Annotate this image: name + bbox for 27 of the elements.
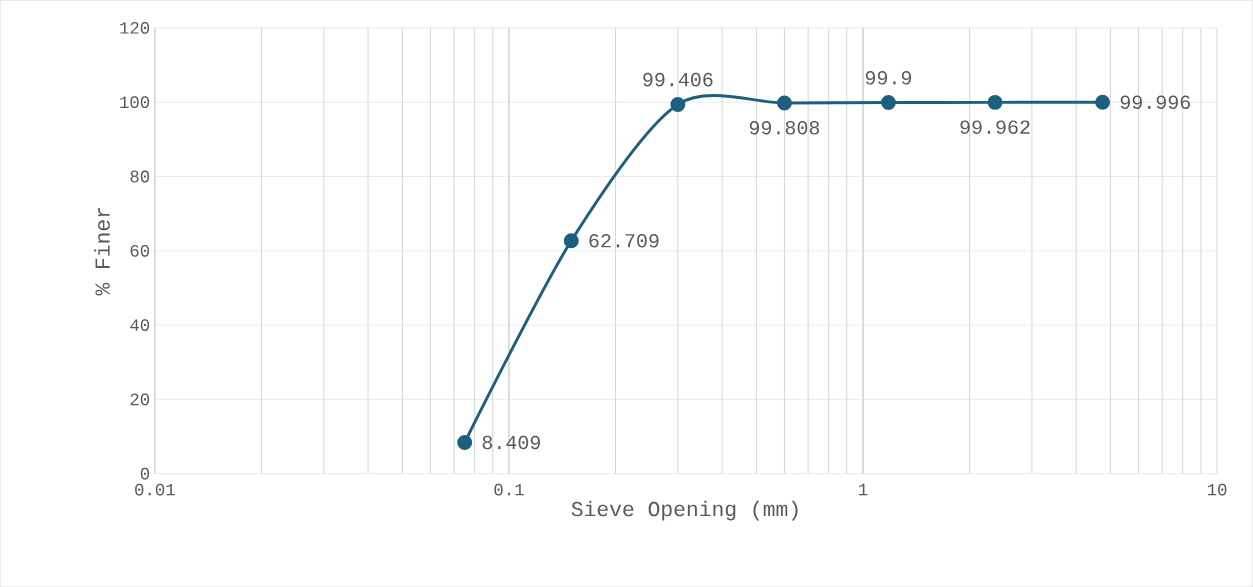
x-axis-title: Sieve Opening (mm) <box>571 500 798 521</box>
data-label: 8.409 <box>482 435 540 450</box>
y-tick-label: 120 <box>120 21 150 34</box>
y-tick-label: 80 <box>130 170 150 183</box>
data-label: 99.808 <box>749 120 820 135</box>
data-label: 99.962 <box>960 120 1030 134</box>
data-label: 99.996 <box>1120 95 1190 109</box>
point <box>457 434 473 450</box>
y-tick-label: 60 <box>130 244 150 257</box>
x-tick-label: 1 <box>859 483 868 496</box>
data-label: 99.9 <box>865 70 912 85</box>
point <box>563 233 579 249</box>
x-tick-label: 10 <box>1207 483 1227 496</box>
y-tick-label: 20 <box>130 393 150 406</box>
x-tick-label: 0.1 <box>494 483 524 496</box>
y-axis-title: % Finer <box>94 207 110 296</box>
point <box>880 94 896 110</box>
y-tick-label: 0 <box>140 467 150 480</box>
y-tick-label: 40 <box>130 319 150 331</box>
y-tick-label: 100 <box>120 96 150 108</box>
x-tick-label: 0.01 <box>135 483 175 496</box>
point <box>987 94 1003 110</box>
point <box>670 96 686 112</box>
data-label: 99.406 <box>643 72 713 87</box>
data-label: 62.709 <box>589 233 659 248</box>
point <box>776 95 792 111</box>
point <box>1095 94 1111 110</box>
